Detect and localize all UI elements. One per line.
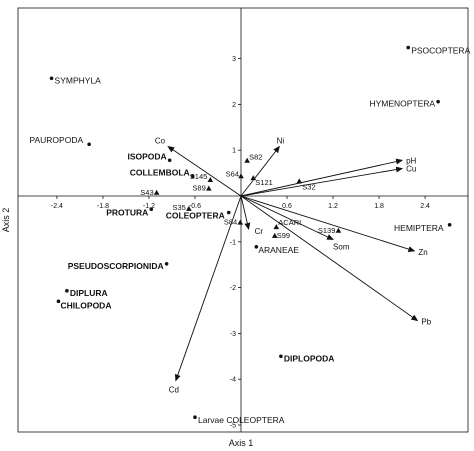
x-tick-label: 1.8: [374, 203, 384, 210]
site-point-s43: [153, 189, 160, 195]
site-label-s139: S139: [318, 226, 336, 235]
taxon-point-diplura: [65, 289, 69, 293]
taxon-label-collembola: COLLEMBOLA: [130, 167, 190, 177]
env-vector-pb: [240, 195, 419, 322]
x-tick-label: -1.8: [97, 203, 109, 210]
taxon-point-diplopoda: [279, 354, 283, 359]
taxon-point-hemiptera: [447, 223, 452, 227]
taxon-point-collembola: [190, 174, 195, 179]
x-tick-label: -0.6: [189, 203, 201, 210]
y-tick-label: 2: [232, 102, 236, 109]
env-vector-label-som: Som: [333, 243, 350, 252]
x-tick-label: 1.2: [328, 203, 338, 210]
taxon-label-diplopoda: DIPLOPODA: [284, 353, 335, 363]
site-point-s145: [207, 176, 214, 182]
taxon-point-pauropoda: [87, 142, 91, 147]
taxon-label-larvae-coleoptera: Larvae COLEOPTERA: [198, 415, 285, 425]
taxon-label-diplura: DIPLURA: [70, 288, 108, 298]
site-label-s89: S89: [192, 184, 205, 193]
x-tick-label: 2.4: [420, 203, 430, 210]
env-vector-label-cd: Cd: [169, 386, 179, 395]
site-point-s139: [335, 227, 342, 233]
y-tick-label: 1: [232, 148, 236, 155]
y-axis-label: Axis 2: [1, 208, 11, 233]
site-label-s82: S82: [249, 153, 262, 162]
env-vector-label-ni: Ni: [277, 137, 285, 146]
y-axis-ticks: -5 -4 -3 -2 -1 1 2 3: [230, 56, 241, 430]
taxon-label-pseudoscorpionida: PSEUDOSCORPIONIDA: [68, 261, 164, 271]
taxon-point-coleoptera: [226, 210, 231, 215]
taxon-point-hymenoptera: [436, 99, 440, 104]
x-tick-label: -1.2: [143, 203, 155, 210]
taxon-point-isopoda: [167, 158, 172, 163]
site-label-s99: S99: [277, 231, 290, 240]
y-tick-label: -2: [230, 285, 236, 292]
taxon-label-araneae: ARANEAE: [258, 245, 299, 255]
taxon-point-psocoptera: [406, 45, 411, 50]
taxon-label-pauropoda: PAUROPODA: [29, 135, 83, 145]
site-point-s84: [237, 219, 244, 225]
site-point-acari: [273, 224, 280, 230]
env-vector-ph: [240, 158, 404, 197]
site-label-s121: S121: [255, 178, 273, 187]
x-tick-label: -2.4: [51, 203, 63, 210]
site-label-s64: S64: [226, 169, 239, 178]
y-tick-label: -4: [230, 377, 236, 384]
taxon-point-pseudoscorpionida: [164, 261, 169, 266]
y-tick-label: -3: [230, 331, 236, 338]
site-label-s43: S43: [140, 188, 153, 197]
taxon-label-psocoptera: PSOCOPTERA: [411, 46, 470, 56]
env-vector-label-zn: Zn: [418, 248, 427, 257]
env-vector-zn: [240, 195, 416, 253]
taxon-point-protura: [149, 207, 154, 212]
taxon-label-chilopoda: CHILOPODA: [60, 300, 111, 310]
taxon-label-symphyla: SYMPHYLA: [55, 75, 102, 85]
env-vector-co: [167, 145, 242, 197]
taxon-point-symphyla: [49, 76, 54, 81]
site-label-s35: S35: [172, 203, 185, 212]
taxon-label-hemiptera: HEMIPTERA: [394, 223, 444, 233]
x-axis-label: Axis 1: [229, 438, 254, 448]
taxon-label-coleoptera: COLEOPTERA: [166, 210, 225, 220]
y-tick-label: 3: [232, 56, 236, 63]
site-label-acari: ACARI: [278, 218, 301, 227]
site-label-s145: S145: [190, 172, 208, 181]
taxa-points: PSOCOPTERA SYMPHYLA HYMENOPTERA PAUROPODA IS…: [29, 46, 470, 426]
y-tick-label: -1: [230, 239, 236, 246]
taxon-label-protura: PROTURA: [106, 207, 148, 217]
site-label-s32: S32: [302, 182, 315, 191]
site-point-s35: [186, 205, 192, 211]
taxon-point-chilopoda: [56, 299, 61, 304]
site-label-s84: S84: [224, 218, 237, 227]
env-vector-cu: [240, 166, 404, 197]
env-vector-ni: [240, 145, 280, 197]
y-tick-label: -5: [230, 423, 236, 430]
site-point-s82: [244, 157, 250, 163]
site-point-s64: [238, 173, 244, 179]
taxon-point-larvae-coleoptera: [193, 415, 197, 420]
plot-frame: [17, 7, 469, 433]
site-point-s32: [296, 178, 303, 184]
env-vector-label-co: Co: [155, 137, 166, 146]
site-points: S82 S64 S145 S121 S89 S43 S32 S35 S84 ACARI S139 S9…: [140, 153, 342, 240]
site-point-s89: [205, 185, 212, 191]
taxon-label-isopoda: ISOPODA: [127, 151, 166, 161]
env-vector-label-pb: Pb: [421, 318, 431, 327]
env-vector-som: [240, 195, 334, 240]
env-vector-label-cu: Cu: [406, 165, 416, 174]
x-tick-label: 0.6: [282, 203, 292, 210]
site-point-s99: [271, 232, 278, 238]
env-vector-cr: [240, 195, 251, 230]
env-vector-label-ph: pH: [406, 156, 416, 165]
taxon-point-araneae: [254, 245, 259, 249]
env-vector-cd: [174, 195, 242, 382]
env-vector-label-cr: Cr: [255, 227, 264, 236]
x-axis-ticks: -2.4 -1.8 -1.2 -0.6 0.6 1.2 1.8 2.4: [51, 196, 430, 210]
taxon-label-hymenoptera: HYMENOPTERA: [369, 99, 435, 109]
site-point-s121: [250, 175, 257, 181]
